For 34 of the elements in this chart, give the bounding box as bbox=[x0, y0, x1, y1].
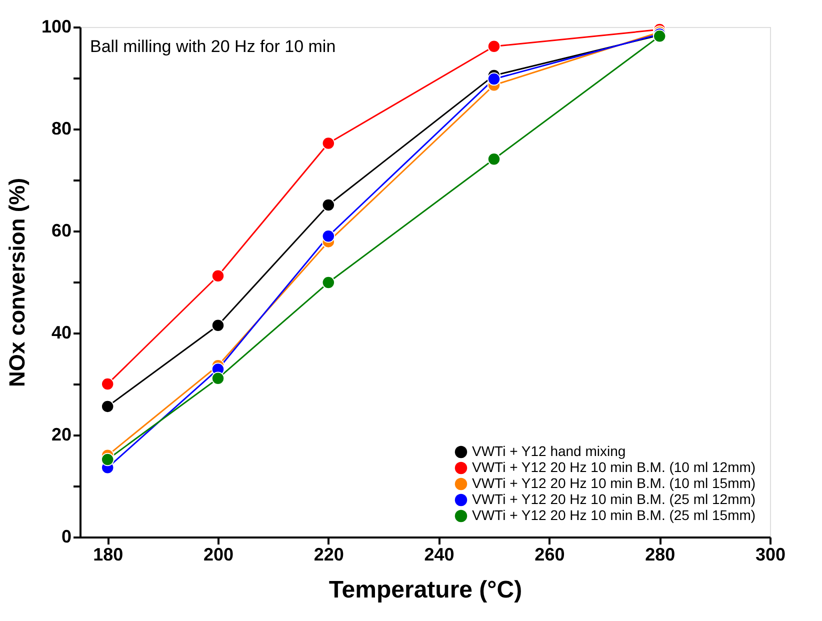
y-axis-title: NOx conversion (%) bbox=[4, 178, 30, 388]
x-tick-label: 200 bbox=[203, 544, 234, 564]
y-tick-label: 20 bbox=[51, 424, 72, 444]
point bbox=[100, 452, 114, 466]
legend-label: VWTi + Y12 20 Hz 10 min B.M. (25 ml 12mm) bbox=[472, 491, 756, 507]
legend-label: VWTi + Y12 20 Hz 10 min B.M. (10 ml 15mm) bbox=[472, 475, 756, 491]
y-tick-label: 40 bbox=[51, 322, 72, 342]
x-tick-label: 240 bbox=[424, 544, 454, 564]
point bbox=[322, 276, 336, 290]
y-tick-label: 100 bbox=[41, 16, 72, 36]
x-tick-label: 260 bbox=[534, 544, 565, 564]
legend-label: VWTi + Y12 hand mixing bbox=[472, 443, 626, 459]
annotation: Ball milling with 20 Hz for 10 min bbox=[90, 37, 336, 56]
y-tick-label: 60 bbox=[51, 220, 72, 240]
point bbox=[100, 400, 114, 414]
point bbox=[211, 372, 225, 385]
point bbox=[211, 318, 225, 332]
x-tick-label: 300 bbox=[755, 544, 786, 564]
x-tick-label: 220 bbox=[314, 544, 344, 564]
point bbox=[487, 72, 501, 86]
point bbox=[487, 152, 501, 166]
x-tick-label: 180 bbox=[93, 544, 124, 564]
x-tick-label: 280 bbox=[645, 544, 676, 564]
legend-label: VWTi + Y12 20 Hz 10 min B.M. (25 ml 15mm) bbox=[472, 507, 756, 523]
point bbox=[211, 269, 225, 282]
point bbox=[487, 40, 501, 53]
point bbox=[322, 229, 336, 243]
point bbox=[322, 198, 336, 212]
y-tick-label: 0 bbox=[61, 526, 72, 546]
x-axis-title: Temperature (°C) bbox=[328, 576, 522, 604]
legend-label: VWTi + Y12 20 Hz 10 min B.M. (10 ml 12mm) bbox=[472, 459, 756, 475]
point bbox=[100, 377, 114, 391]
y-tick-label: 80 bbox=[51, 118, 72, 138]
point bbox=[322, 136, 336, 150]
